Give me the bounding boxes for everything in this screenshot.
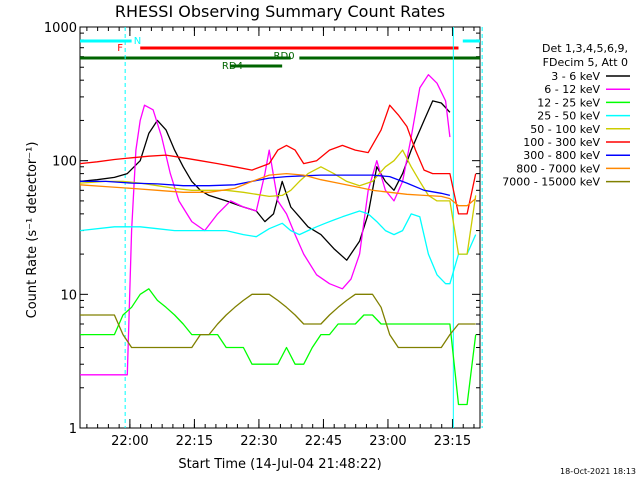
chart-title: RHESSI Observing Summary Count Rates [115,2,445,21]
x-tick-label: 22:00 [111,434,148,449]
x-tick-label: 22:15 [176,434,213,449]
series-line-300-800-kev [80,174,451,197]
x-tick-label: 23:00 [369,434,406,449]
legend-label: 50 - 100 keV [530,123,600,136]
y-tick-label: 10 [60,288,77,303]
y-axis-label: Count Rate (s⁻¹ detector⁻¹) [25,142,40,319]
flag-label-rd4: RD4 [222,61,243,72]
y-tick-label: 100 [52,155,77,170]
y-tick-label: 1 [69,422,77,437]
timestamp: 18-Oct-2021 18:13 [560,467,636,476]
flag-label-rd0: RD0 [274,51,295,62]
legend-header: Det 1,3,4,5,6,9, [542,42,628,55]
legend-label: 6 - 12 keV [544,83,600,96]
legend-label: 3 - 6 keV [551,70,600,83]
x-tick-label: 23:15 [434,434,471,449]
legend-label: 25 - 50 keV [537,110,600,123]
legend-label: 7000 - 15000 keV [502,176,600,189]
series-line-100-300-kev [79,104,477,215]
x-tick-label: 22:45 [305,434,342,449]
legend-label: 12 - 25 keV [537,96,600,109]
legend-header: FDecim 5, Att 0 [543,56,628,69]
series-line-7000-15000-kev [80,293,476,349]
legend-label: 100 - 300 keV [523,136,600,149]
legend-label: 300 - 800 keV [523,149,600,162]
x-axis-label: Start Time (14-Jul-04 21:48:22) [178,457,381,472]
flag-label-f: F [117,43,123,54]
series-line-12-25-kev [80,288,477,406]
legend-label: 800 - 7000 keV [516,162,600,175]
x-tick-label: 22:30 [240,434,277,449]
series-line-50-100-kev [79,149,477,255]
series-line-800-7000-kev [79,172,477,207]
flag-label-n: N [134,36,141,47]
y-tick-label: 1000 [44,21,77,36]
series-line-6-12-kev [80,74,451,376]
series-line-25-50-kev [79,210,477,285]
series-line-3-6-kev [79,100,451,261]
